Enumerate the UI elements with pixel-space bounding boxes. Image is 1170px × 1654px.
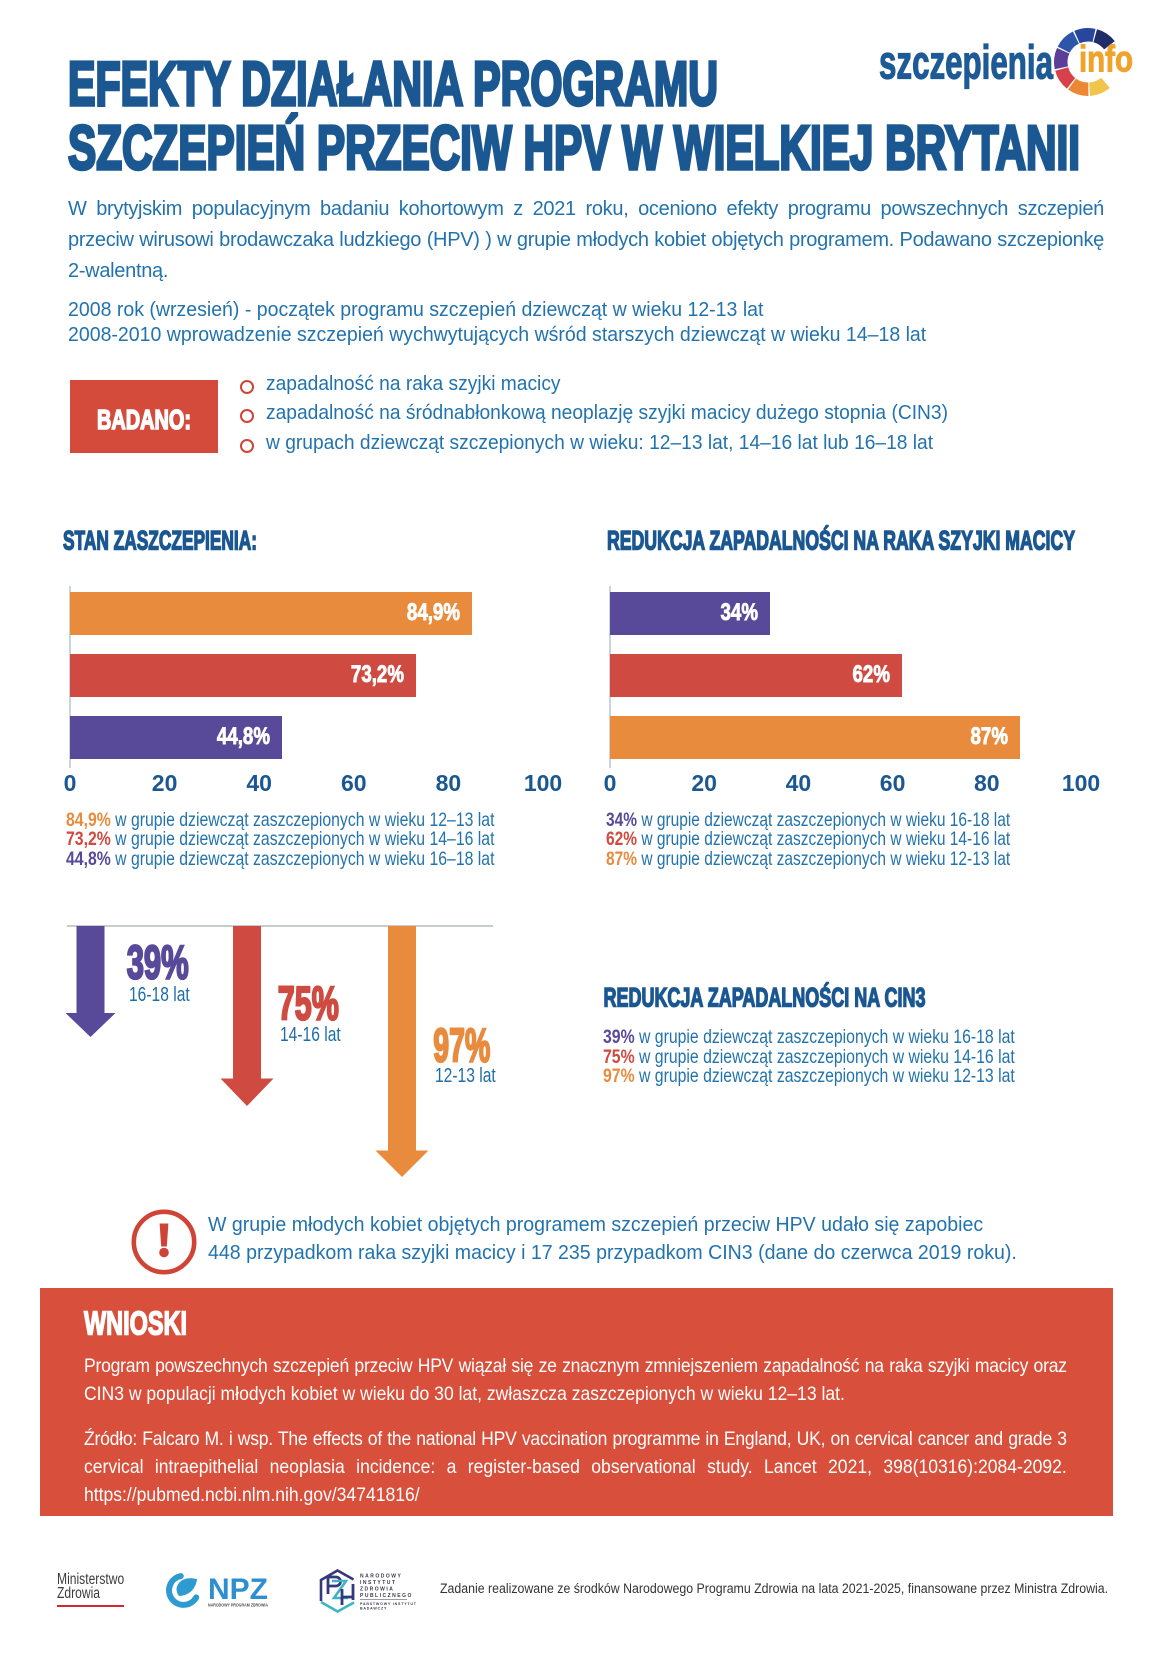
svg-text:SZCZEPIEŃ PRZECIW HPV W WIELKI: SZCZEPIEŃ PRZECIW HPV W WIELKIEJ BRYTANI…: [68, 114, 1080, 183]
svg-text:info: info: [1079, 38, 1133, 79]
svg-text:INSTYTUT: INSTYTUT: [360, 1580, 396, 1586]
svg-text:REDUKCJA ZAPADALNOŚCI NA RAKA: REDUKCJA ZAPADALNOŚCI NA RAKA SZYJKI MAC…: [607, 525, 1075, 556]
svg-text:ZDROWIA: ZDROWIA: [360, 1587, 394, 1593]
svg-text:NARODOWY: NARODOWY: [360, 1574, 402, 1580]
svg-text:PUBLICZNEGO: PUBLICZNEGO: [360, 1593, 413, 1599]
svg-text:STAN ZASZCZEPIENIA:: STAN ZASZCZEPIENIA:: [63, 526, 257, 556]
svg-text:NPZ: NPZ: [208, 1573, 268, 1606]
svg-text:EFEKTY DZIAŁANIA PROGRAMU: EFEKTY DZIAŁANIA PROGRAMU: [68, 50, 718, 119]
svg-text:szczepienia: szczepienia: [879, 35, 1054, 88]
svg-text:BADANO:: BADANO:: [97, 404, 191, 435]
svg-text:BADAWCZY: BADAWCZY: [360, 1607, 387, 1611]
svg-text:75%: 75%: [278, 976, 339, 1029]
svg-text:REDUKCJA ZAPADALNOŚCI NA CIN3: REDUKCJA ZAPADALNOŚCI NA CIN3: [604, 982, 926, 1013]
svg-text:97%: 97%: [433, 1019, 490, 1072]
svg-text:NARODOWY PROGRAM ZDROWIA: NARODOWY PROGRAM ZDROWIA: [208, 1603, 268, 1608]
svg-text:PAŃSTWOWY INSTYTUT: PAŃSTWOWY INSTYTUT: [360, 1601, 417, 1606]
svg-text:39%: 39%: [127, 936, 189, 989]
svg-text:WNIOSKI: WNIOSKI: [84, 1305, 187, 1342]
